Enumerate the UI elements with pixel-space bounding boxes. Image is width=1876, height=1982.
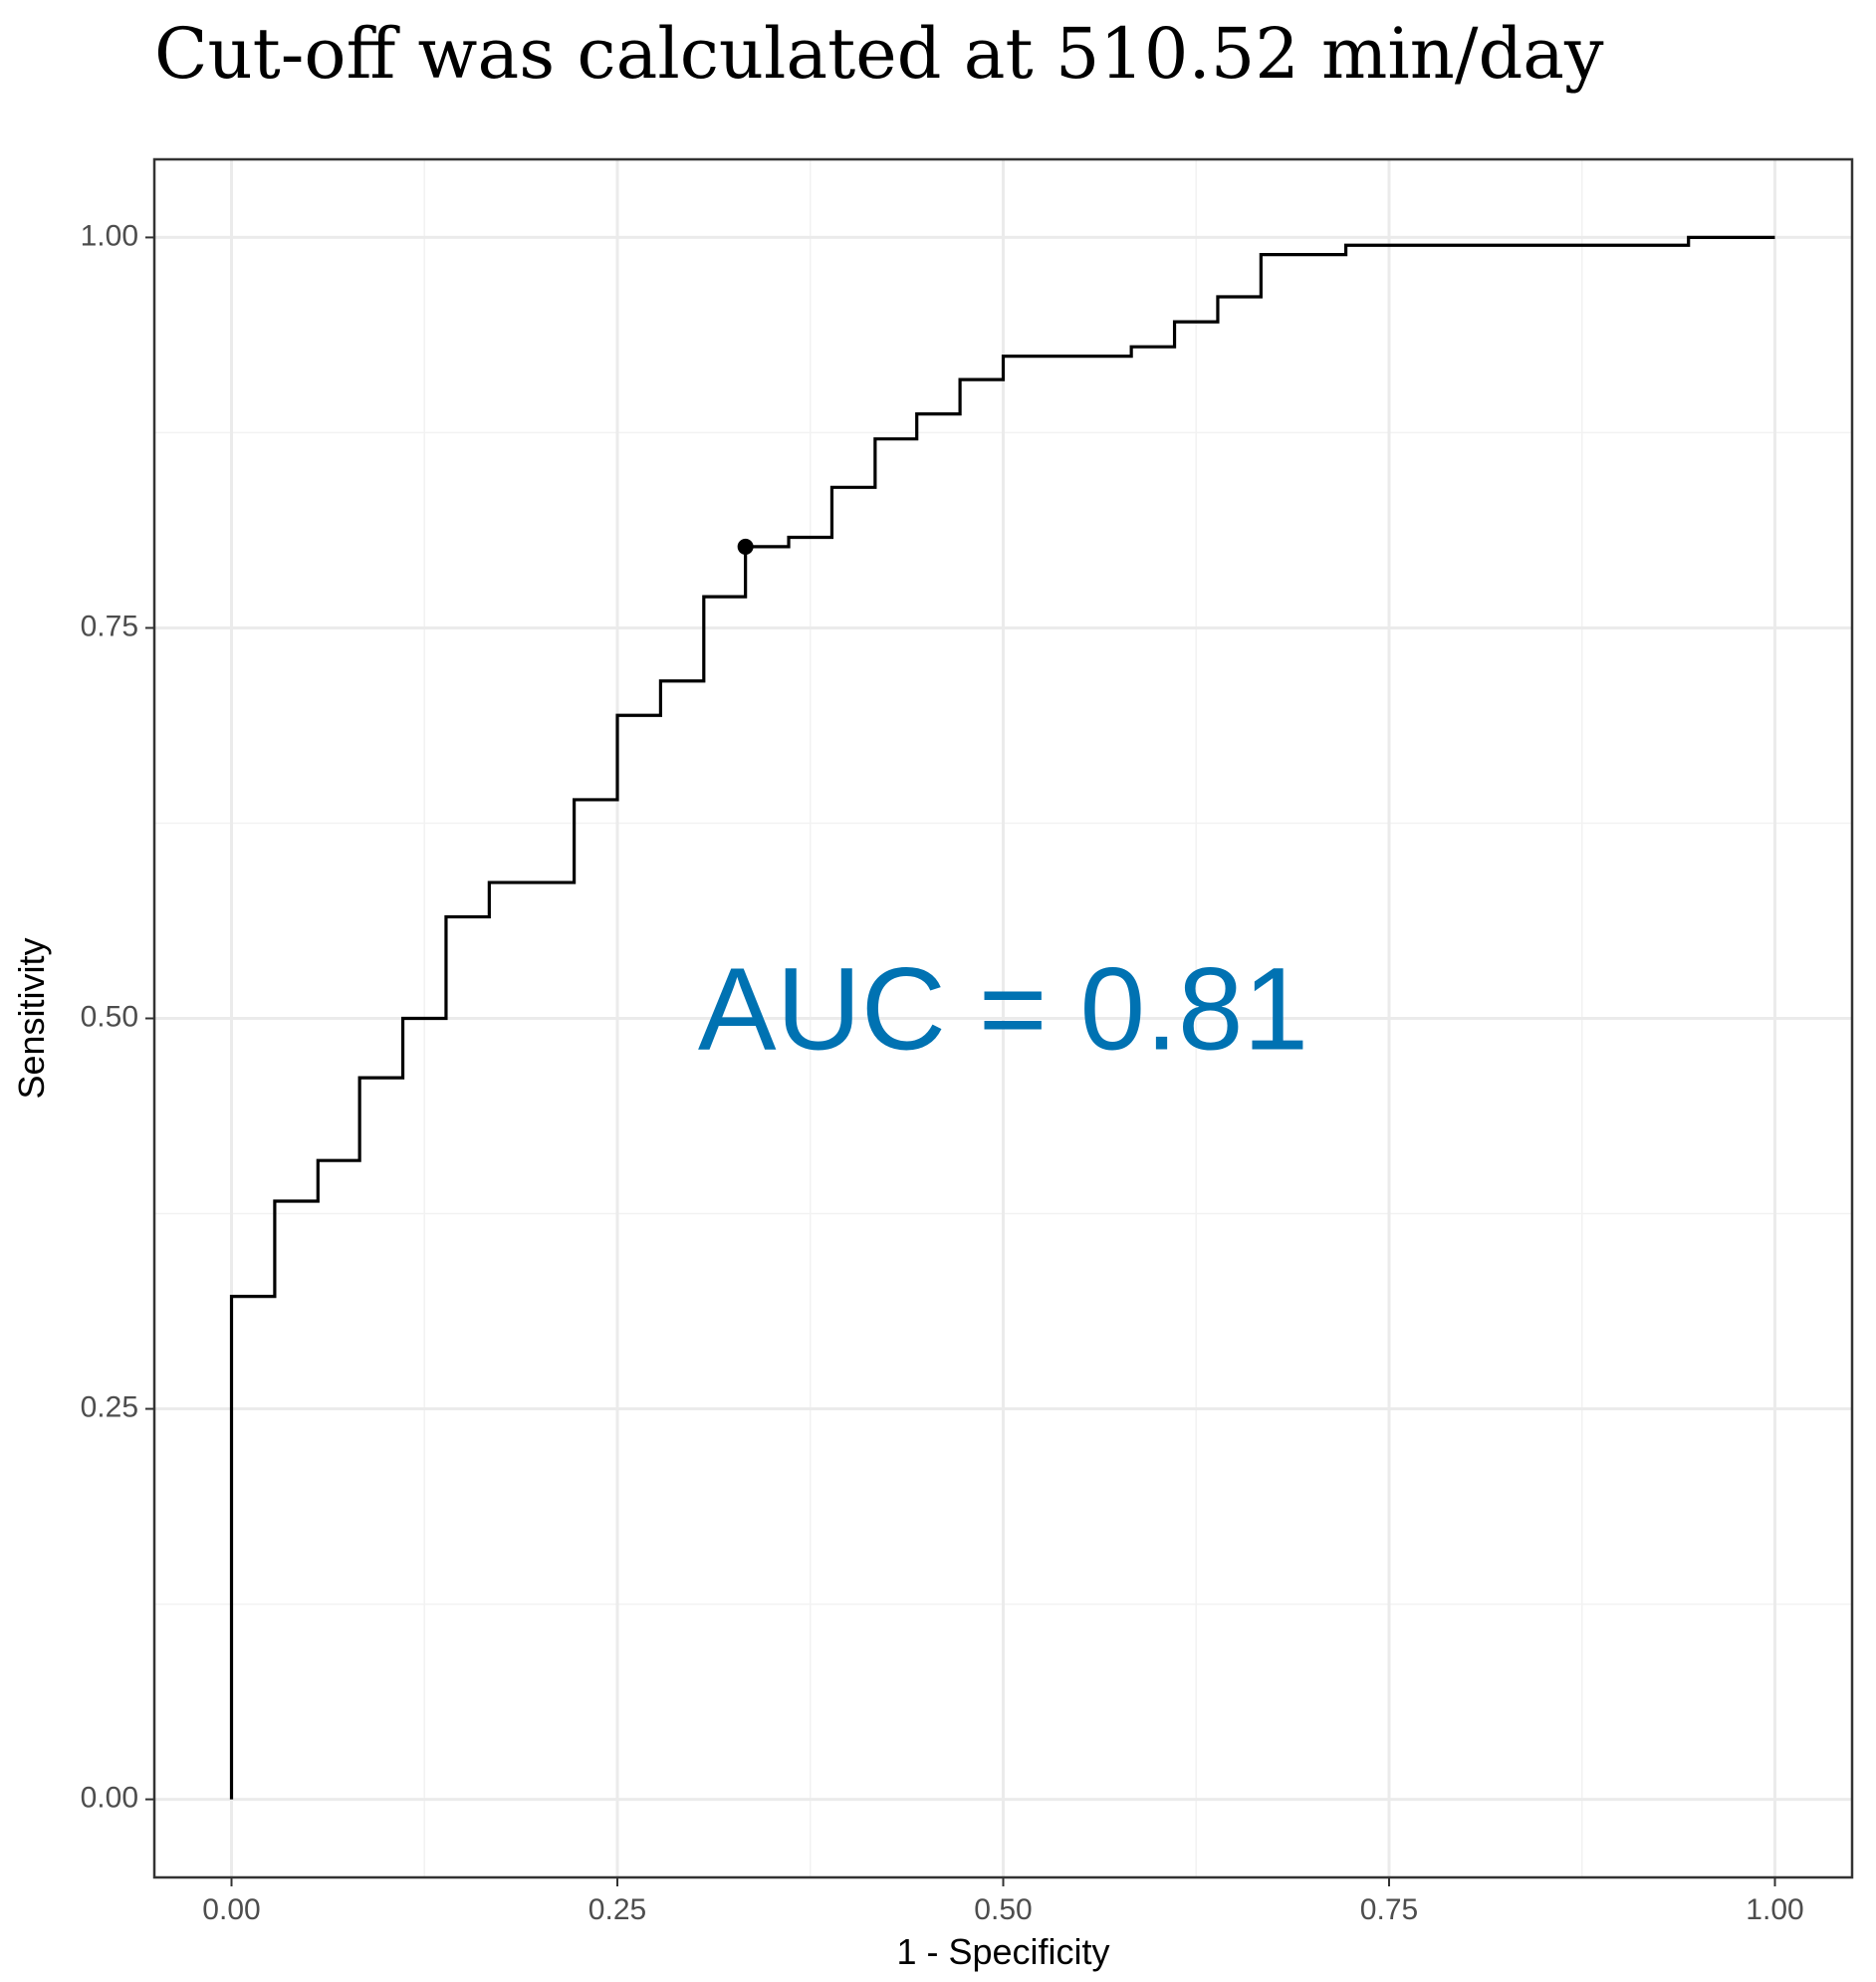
y-tick-label: 1.00 xyxy=(81,219,138,252)
y-tick-label: 0.00 xyxy=(81,1782,138,1815)
x-tick-label: 1.00 xyxy=(1746,1893,1803,1926)
y-tick-label: 0.75 xyxy=(81,610,138,642)
x-tick-label: 0.25 xyxy=(588,1893,646,1926)
annotations: AUC = 0.81 xyxy=(698,944,1308,1076)
x-tick-label: 0.00 xyxy=(202,1893,260,1926)
cutoff-point xyxy=(737,538,754,555)
x-tick-label: 0.50 xyxy=(974,1893,1032,1926)
roc-curve-line xyxy=(229,235,1775,1800)
roc-series xyxy=(229,235,1775,1800)
y-axis-ticks: 0.00 0.25 0.50 0.75 1.00 xyxy=(81,219,154,1815)
y-tick-label: 0.50 xyxy=(81,1000,138,1033)
auc-annotation: AUC = 0.81 xyxy=(698,944,1308,1076)
x-axis-title: 1 - Specificity xyxy=(896,1931,1109,1972)
x-tick-label: 0.75 xyxy=(1360,1893,1418,1926)
y-axis-title: Sensitivity xyxy=(11,937,52,1099)
x-axis-ticks: 0.00 0.25 0.50 0.75 1.00 xyxy=(202,1877,1804,1926)
chart-title: Cut-off was calculated at 510.52 min/day xyxy=(154,13,1604,95)
y-tick-label: 0.25 xyxy=(81,1390,138,1423)
